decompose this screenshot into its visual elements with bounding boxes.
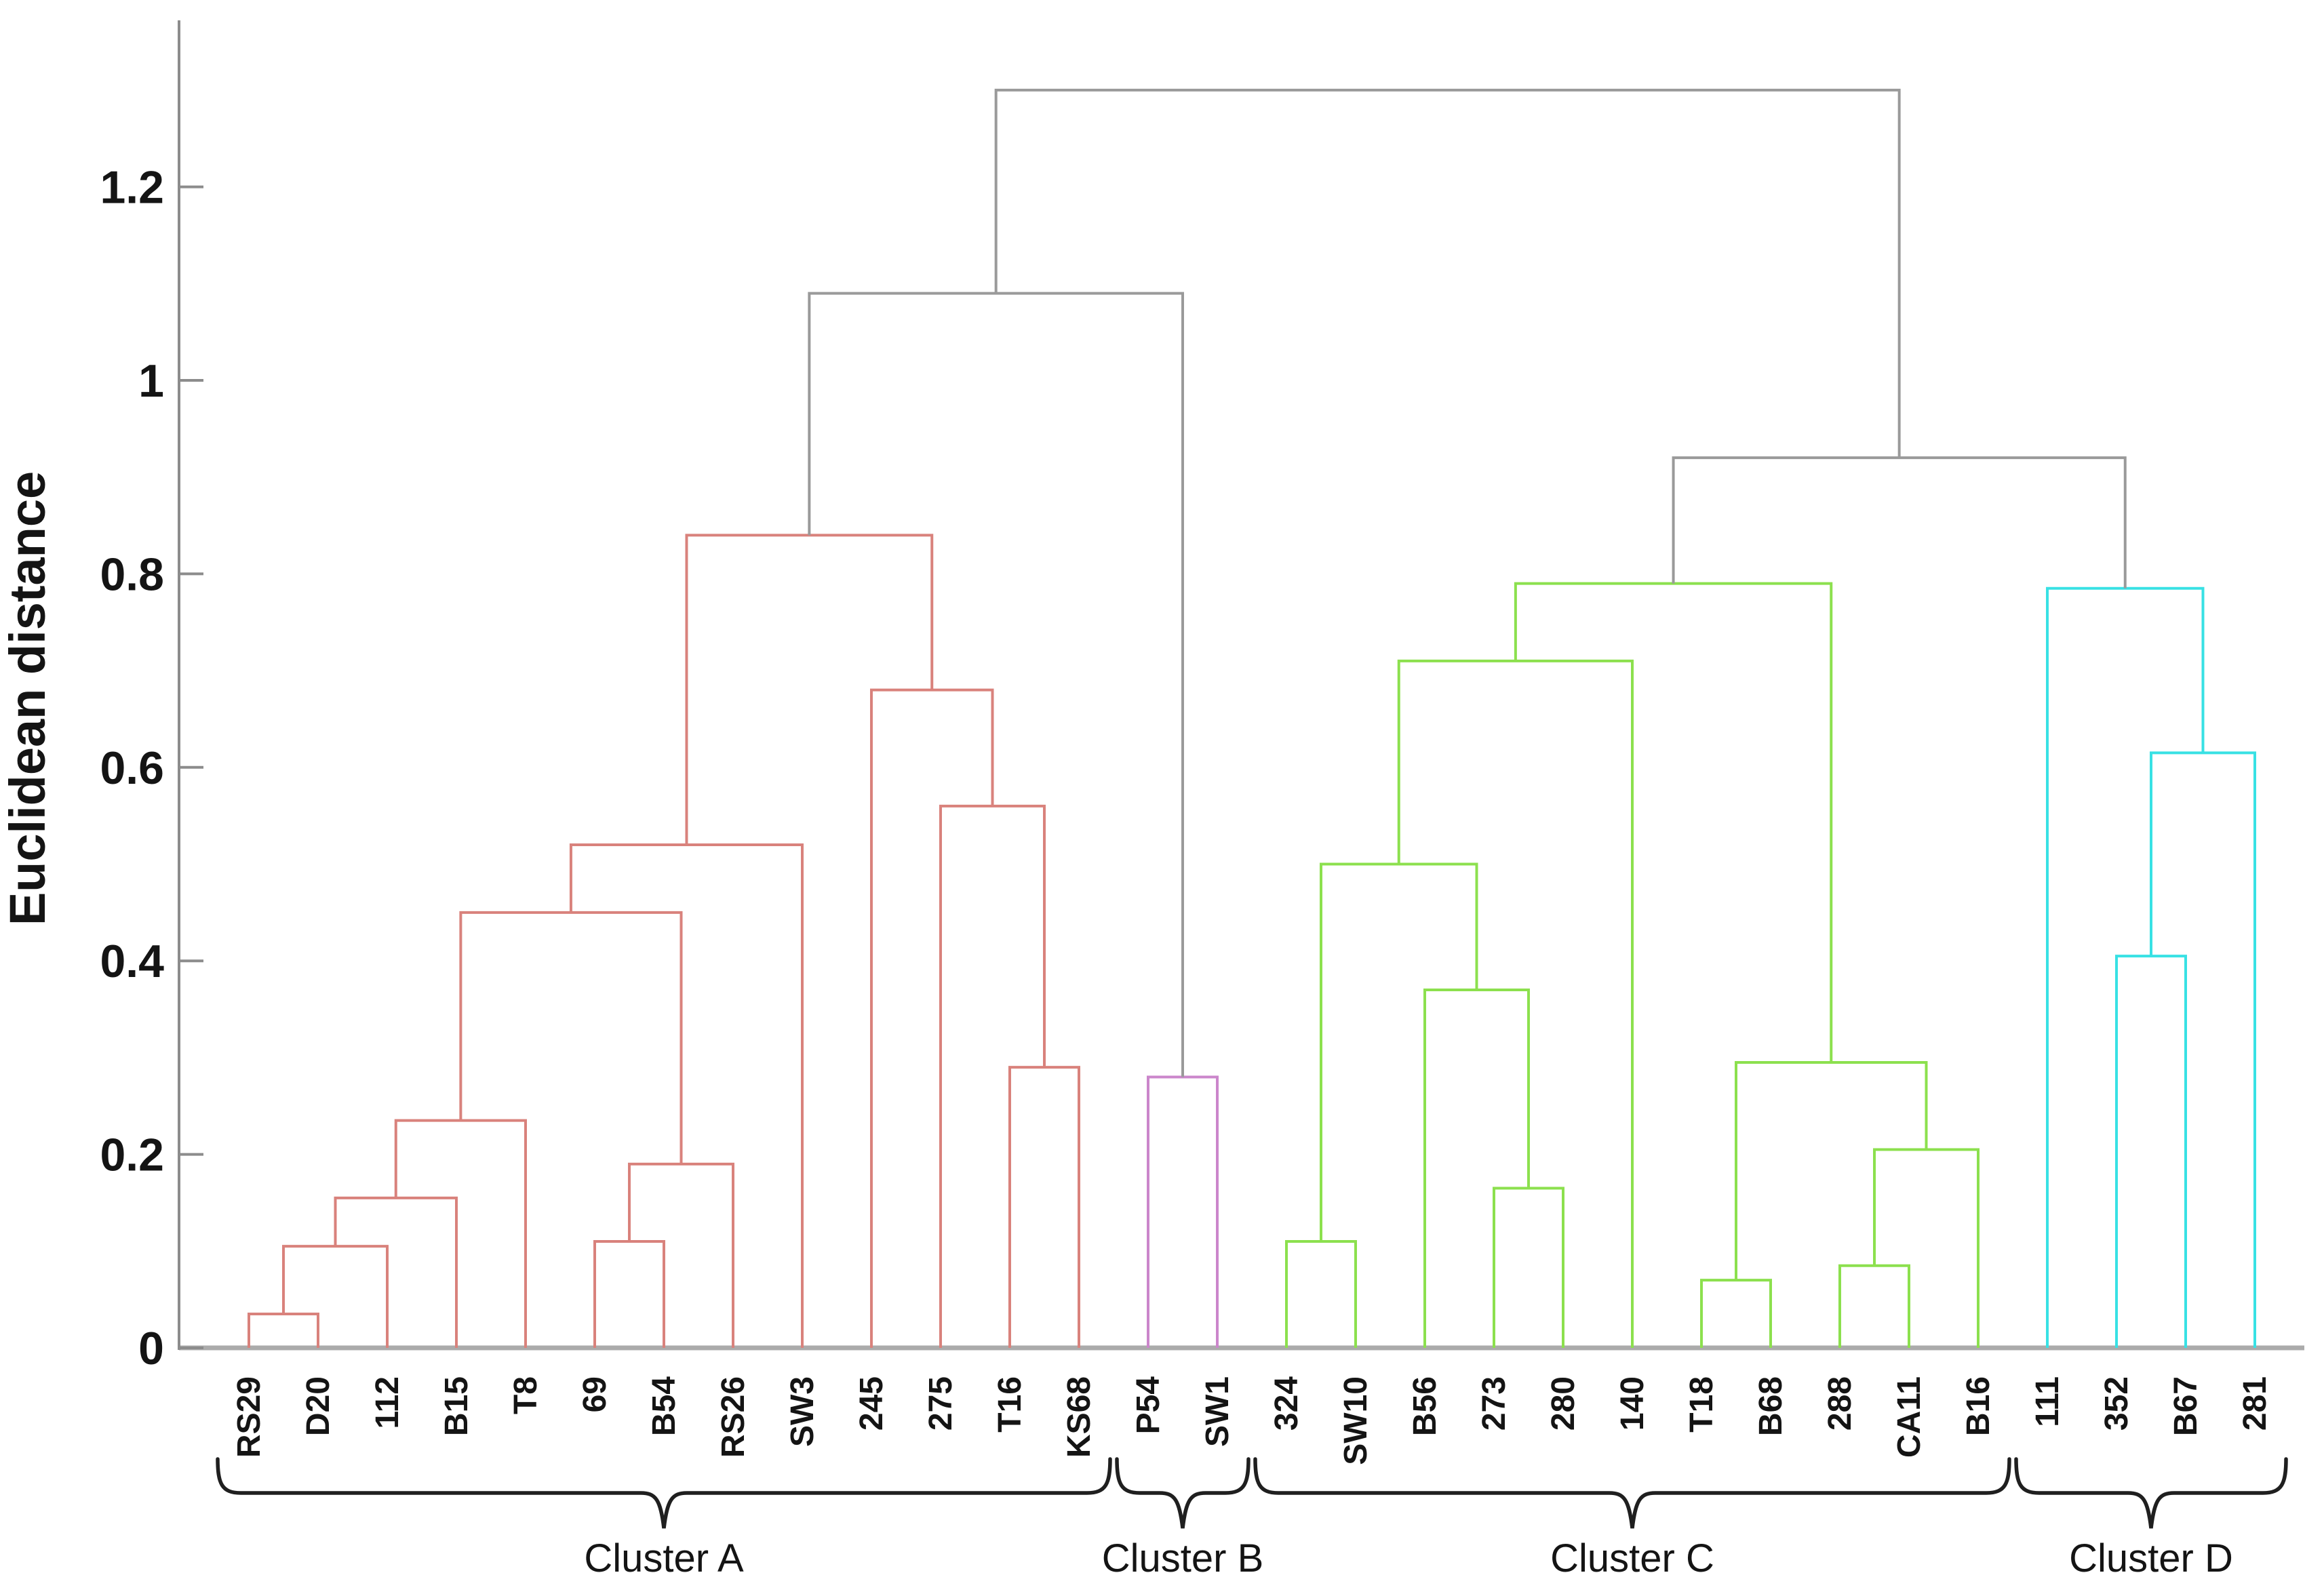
dendrogram-link-C	[1320, 862, 1478, 1242]
cluster-label-cluster-b: Cluster B	[1102, 1536, 1264, 1575]
dendrogram-link-A	[394, 1119, 527, 1348]
leaf-label-T8: T8	[508, 1376, 544, 1414]
dendrogram-link-C	[1873, 1148, 1980, 1348]
leaf-label-245: 245	[854, 1376, 890, 1431]
leaf-label-112: 112	[370, 1376, 406, 1429]
dendrogram-link-A	[1008, 1066, 1080, 1348]
dendrogram-link-C	[1397, 659, 1634, 1348]
dendrogram-link-C	[1838, 1264, 1910, 1348]
y-tick-label: 0.6	[100, 742, 164, 794]
y-tick-label: 1	[138, 355, 164, 407]
leaf-label-SW10: SW10	[1338, 1376, 1374, 1465]
dendrogram-link-gray	[1672, 456, 2127, 589]
y-tick-label: 0.4	[100, 936, 164, 987]
dendrogram-link-D	[2115, 955, 2187, 1348]
dendrogram-link-A	[870, 688, 994, 1348]
leaf-label-288: 288	[1822, 1376, 1858, 1431]
leaf-label-B56: B56	[1407, 1376, 1443, 1436]
leaf-label-69: 69	[577, 1376, 613, 1412]
y-tick-label: 0	[138, 1323, 164, 1374]
leaf-label-RS26: RS26	[715, 1376, 751, 1458]
dendrogram-link-C	[1493, 1187, 1564, 1348]
cluster-bracket	[1115, 1457, 1250, 1529]
dendrogram-link-A	[593, 1240, 665, 1348]
leaf-label-KS68: KS68	[1061, 1376, 1097, 1458]
cluster-bracket	[2014, 1457, 2288, 1529]
cluster-label-cluster-c: Cluster C	[1550, 1536, 1714, 1575]
leaf-label-B67: B67	[2168, 1376, 2204, 1436]
leaf-label-324: 324	[1269, 1376, 1305, 1431]
leaf-label-281: 281	[2237, 1376, 2273, 1431]
leaf-label-D20: D20	[300, 1376, 336, 1436]
y-tick-label: 0.2	[100, 1130, 164, 1181]
dendrogram-link-A	[939, 804, 1046, 1348]
dendrogram-link-B	[1147, 1075, 1219, 1348]
dendrogram-link-D	[2046, 586, 2205, 1348]
dendrogram-link-C	[1735, 1061, 1928, 1281]
leaf-label-280: 280	[1545, 1376, 1581, 1431]
dendrogram-link-D	[2150, 751, 2256, 1348]
leaf-label-CA11: CA11	[1891, 1376, 1927, 1458]
dendrogram-link-gray	[994, 88, 1901, 458]
dendrogram-link-A	[334, 1196, 458, 1348]
leaf-label-275: 275	[923, 1376, 959, 1431]
cluster-label-cluster-d: Cluster D	[2069, 1536, 2233, 1575]
leaf-label-273: 273	[1476, 1376, 1512, 1431]
leaf-label-140: 140	[1615, 1376, 1651, 1431]
leaf-label-SW1: SW1	[1200, 1376, 1236, 1447]
y-tick-label: 1.2	[100, 162, 164, 214]
leaf-label-B15: B15	[439, 1376, 475, 1436]
dendrogram-link-C	[1423, 989, 1530, 1348]
leaf-label-T16: T16	[992, 1376, 1028, 1433]
dendrogram-link-C	[1285, 1240, 1357, 1348]
cluster-bracket	[216, 1457, 1112, 1529]
leaf-label-RS29: RS29	[231, 1376, 267, 1458]
dendrogram-link-A	[282, 1245, 389, 1348]
dendrogram-link-C	[1700, 1279, 1772, 1348]
leaf-label-111: 111	[2030, 1376, 2066, 1427]
dendrogram-link-gray	[808, 292, 1184, 1077]
dendrogram-link-A	[459, 911, 683, 1164]
leaf-label-B54: B54	[646, 1376, 682, 1436]
cluster-label-cluster-a: Cluster A	[584, 1536, 744, 1575]
dendrogram-link-C	[1514, 582, 1833, 1063]
y-tick-label: 0.8	[100, 549, 164, 600]
dendrogram-link-A	[248, 1313, 319, 1348]
leaf-label-B16: B16	[1961, 1376, 1996, 1436]
leaf-label-B68: B68	[1753, 1376, 1789, 1436]
dendrogram-link-A	[569, 843, 804, 1348]
y-axis-title: Euclidean distance	[0, 471, 56, 925]
dendrogram-link-A	[628, 1162, 734, 1348]
leaf-label-SW3: SW3	[785, 1376, 821, 1447]
cluster-bracket	[1253, 1457, 2011, 1529]
leaf-label-352: 352	[2099, 1376, 2135, 1431]
leaf-label-P54: P54	[1130, 1376, 1166, 1435]
leaf-label-T18: T18	[1684, 1376, 1720, 1433]
